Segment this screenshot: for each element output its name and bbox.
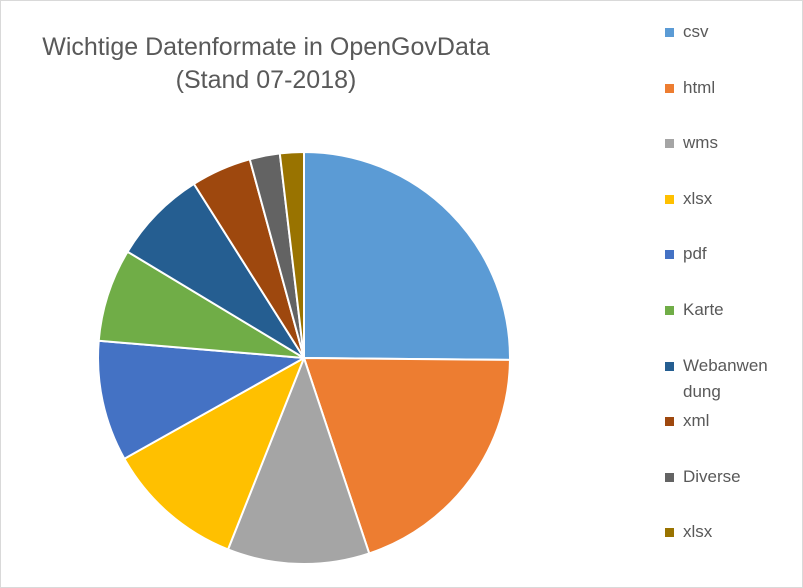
pie-slice-5	[97, 339, 305, 460]
legend-item-3: wms	[665, 130, 793, 156]
legend-label-line: xlsx	[683, 522, 713, 541]
legend-label-line: wms	[683, 133, 718, 152]
pie-slice-1	[303, 151, 511, 361]
legend-swatch	[665, 195, 674, 204]
chart-title-text: Wichtige Datenformate in OpenGovData	[42, 33, 490, 61]
pie-slice-3	[226, 357, 371, 565]
legend-swatch	[665, 139, 674, 148]
legend-label: Karte	[683, 297, 793, 323]
pie-slice-2	[303, 357, 511, 555]
legend-item-6: Karte	[665, 297, 793, 323]
legend-label: xlsx	[683, 186, 793, 212]
legend-label: xlsx	[683, 519, 793, 545]
pie-slice-10	[278, 151, 305, 359]
legend-swatch	[665, 362, 674, 371]
legend-swatch	[665, 250, 674, 259]
chart-title: Wichtige Datenformate in OpenGovData (St…	[1, 31, 531, 97]
legend-swatch	[665, 84, 674, 93]
legend-label: pdf	[683, 241, 793, 267]
pie-slice-4	[123, 357, 305, 551]
legend-label-line: pdf	[683, 244, 707, 263]
legend-swatch	[665, 306, 674, 315]
legend-swatch	[665, 528, 674, 537]
legend-item-2: html	[665, 75, 793, 101]
legend-label-line: html	[683, 78, 716, 97]
legend-label-line: dung	[683, 382, 721, 401]
legend-item-1: csv	[665, 19, 793, 45]
legend-label-line: Karte	[683, 300, 724, 319]
legend-label: Webanwen dung	[683, 353, 793, 405]
legend-item-5: pdf	[665, 241, 793, 267]
pie-slice-7	[126, 182, 305, 359]
legend-label: xml	[683, 408, 793, 434]
legend-swatch	[665, 28, 674, 37]
legend-label-line: Diverse	[683, 467, 741, 486]
legend-swatch	[665, 473, 674, 482]
legend-label-line: xlsx	[683, 189, 713, 208]
chart-subtitle-text: (Stand 07-2018)	[175, 66, 357, 94]
legend-item-10: xlsx	[665, 519, 793, 545]
legend-label-line: csv	[683, 22, 709, 41]
legend-swatch	[665, 417, 674, 426]
legend-item-4: xlsx	[665, 186, 793, 212]
legend-item-7: Webanwen dung	[665, 353, 793, 405]
legend-label-line: xml	[683, 411, 710, 430]
legend-label: Diverse	[683, 464, 793, 490]
legend-item-9: Diverse	[665, 464, 793, 490]
legend-label: wms	[683, 130, 793, 156]
legend-label-line: Webanwen	[683, 356, 768, 375]
legend-label: html	[683, 75, 793, 101]
legend-item-8: xml	[665, 408, 793, 434]
legend-label: csv	[683, 19, 793, 45]
